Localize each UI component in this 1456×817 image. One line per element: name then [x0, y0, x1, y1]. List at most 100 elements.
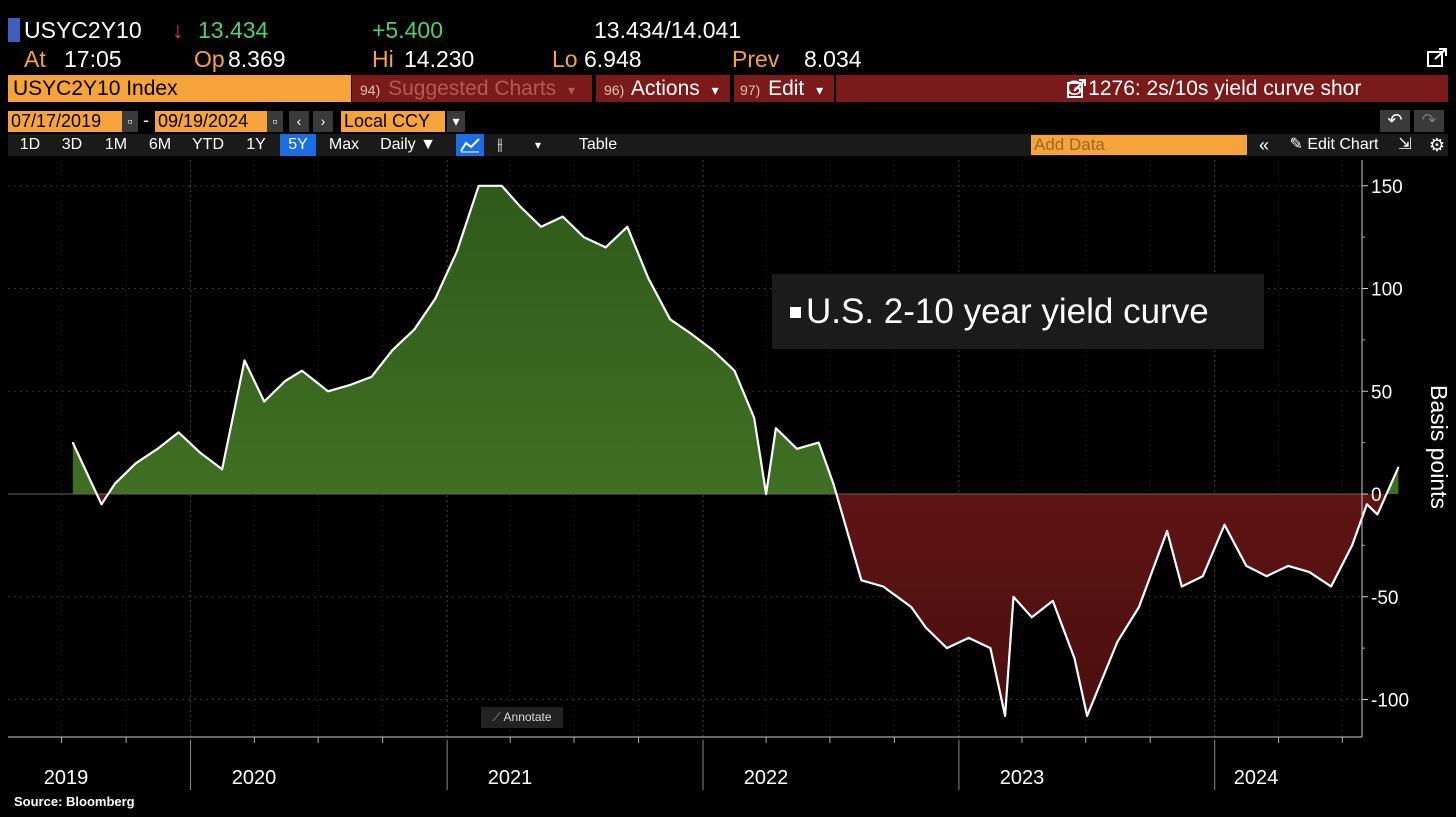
- data-point: [391, 349, 394, 351]
- data-point: [1351, 544, 1353, 547]
- open-value: 8.369: [228, 46, 286, 72]
- x-tick-label: 2024: [1234, 767, 1279, 789]
- external-link-icon[interactable]: [1066, 78, 1088, 100]
- chart-title: G 1276: 2s/10s yield curve shor: [1066, 77, 1362, 100]
- currency-select[interactable]: Local CCY: [341, 111, 445, 132]
- data-point: [114, 482, 116, 485]
- data-point: [1073, 657, 1076, 660]
- next-range-button[interactable]: ›: [313, 111, 333, 132]
- y-tick-label: -50: [1371, 588, 1398, 609]
- legend-marker: [790, 307, 801, 318]
- prev-value: 8.034: [804, 46, 862, 72]
- ticker-marker: [8, 18, 20, 42]
- data-point: [817, 441, 820, 444]
- frequency-select[interactable]: Daily ▼: [380, 136, 436, 153]
- candlestick-icon[interactable]: ⫲: [497, 136, 503, 153]
- legend-box: [772, 274, 1264, 349]
- x-tick-label: 2023: [1000, 767, 1045, 789]
- actions-menu-number: 96): [604, 82, 625, 98]
- period-button-5y[interactable]: 5Y: [280, 134, 316, 156]
- period-button-6m[interactable]: 6M: [148, 136, 172, 153]
- edit-menu-number: 97): [740, 82, 761, 98]
- table-button[interactable]: Table: [578, 136, 618, 153]
- data-point: [860, 579, 863, 582]
- data-point: [946, 647, 948, 649]
- quote-last: 13.434: [198, 17, 269, 43]
- popout-icon[interactable]: [1426, 46, 1450, 70]
- period-button-1m[interactable]: 1M: [104, 136, 128, 153]
- period-button-3d[interactable]: 3D: [61, 136, 83, 153]
- data-point: [583, 236, 585, 238]
- data-point: [647, 277, 650, 280]
- undo-button[interactable]: ↶: [1380, 110, 1410, 132]
- data-point: [301, 369, 303, 372]
- security-field[interactable]: USYC2Y10 Index: [8, 75, 351, 102]
- at-label: At: [24, 46, 46, 72]
- chevron-down-icon: ▾: [816, 82, 824, 98]
- data-point: [1330, 585, 1332, 588]
- data-point: [348, 384, 351, 386]
- data-point: [604, 246, 607, 249]
- chart-type-dropdown[interactable]: ▾: [534, 138, 542, 152]
- gear-icon[interactable]: ⚙: [1428, 135, 1446, 155]
- data-point: [1052, 600, 1054, 602]
- edit-menu-label: Edit: [768, 77, 805, 100]
- data-point: [156, 447, 159, 450]
- data-point: [477, 184, 480, 187]
- period-button-1d[interactable]: 1D: [19, 136, 41, 153]
- line-chart-icon[interactable]: [456, 134, 484, 156]
- add-data-input[interactable]: Add Data: [1031, 135, 1247, 155]
- actions-menu[interactable]: 96) Actions ▾: [596, 75, 730, 102]
- data-point: [135, 462, 137, 464]
- chevron-down-icon: ▾: [711, 82, 719, 98]
- y-tick-label: 100: [1371, 280, 1403, 301]
- down-arrow-icon: ↓: [172, 17, 184, 43]
- chart-title-bar[interactable]: G 1276: 2s/10s yield curve shor: [836, 75, 1448, 102]
- edit-chart-label: Edit Chart: [1307, 136, 1379, 153]
- low-value: 6.948: [584, 46, 642, 72]
- data-point: [765, 493, 767, 495]
- date-separator: -: [143, 110, 149, 130]
- data-point: [1030, 616, 1033, 619]
- x-tick-label: 2022: [744, 767, 789, 789]
- data-point: [1245, 565, 1248, 567]
- collapse-icon[interactable]: «: [1258, 135, 1269, 155]
- data-point: [626, 226, 629, 228]
- open-label: Op: [194, 46, 225, 72]
- period-button-max[interactable]: Max: [328, 136, 360, 153]
- redo-button[interactable]: ↷: [1414, 110, 1444, 132]
- period-button-ytd[interactable]: YTD: [192, 136, 224, 153]
- data-point: [1180, 585, 1183, 588]
- start-date-field[interactable]: 07/17/2019: [8, 111, 122, 132]
- chart-settings-icon[interactable]: ⇲: [1398, 136, 1412, 153]
- edit-menu[interactable]: 97) Edit ▾: [734, 75, 834, 102]
- data-point: [1366, 503, 1368, 506]
- legend-label: U.S. 2-10 year yield curve: [806, 292, 1209, 331]
- period-button-1y[interactable]: 1Y: [246, 136, 266, 153]
- calendar-icon[interactable]: ▫: [267, 111, 283, 132]
- data-point: [1265, 575, 1268, 577]
- x-tick-label: 2019: [44, 767, 89, 789]
- prev-label: Prev: [732, 46, 780, 72]
- high-label: Hi: [372, 46, 394, 72]
- suggested-charts-menu[interactable]: 94) Suggested Charts ▾: [352, 75, 592, 102]
- data-point: [284, 380, 287, 382]
- calendar-icon[interactable]: ▫: [122, 111, 138, 132]
- chevron-down-icon[interactable]: ▾: [447, 111, 465, 132]
- data-point: [199, 452, 202, 454]
- data-point: [925, 626, 927, 629]
- data-point: [882, 585, 884, 588]
- data-point: [413, 328, 415, 331]
- data-point: [1376, 513, 1379, 516]
- annotate-button[interactable]: ⟋ Annotate: [481, 707, 563, 728]
- data-point: [501, 184, 503, 187]
- pencil-icon: ⟋: [492, 710, 501, 724]
- data-point: [456, 250, 458, 253]
- series-line: [71, 184, 1400, 717]
- data-point: [690, 332, 692, 335]
- actions-menu-label: Actions: [630, 77, 700, 100]
- prev-range-button[interactable]: ‹: [289, 111, 309, 132]
- end-date-field[interactable]: 09/19/2024: [155, 111, 267, 132]
- edit-chart-button[interactable]: ✎ Edit Chart: [1282, 134, 1386, 156]
- quote-bid-ask: 13.434/14.041: [594, 17, 742, 43]
